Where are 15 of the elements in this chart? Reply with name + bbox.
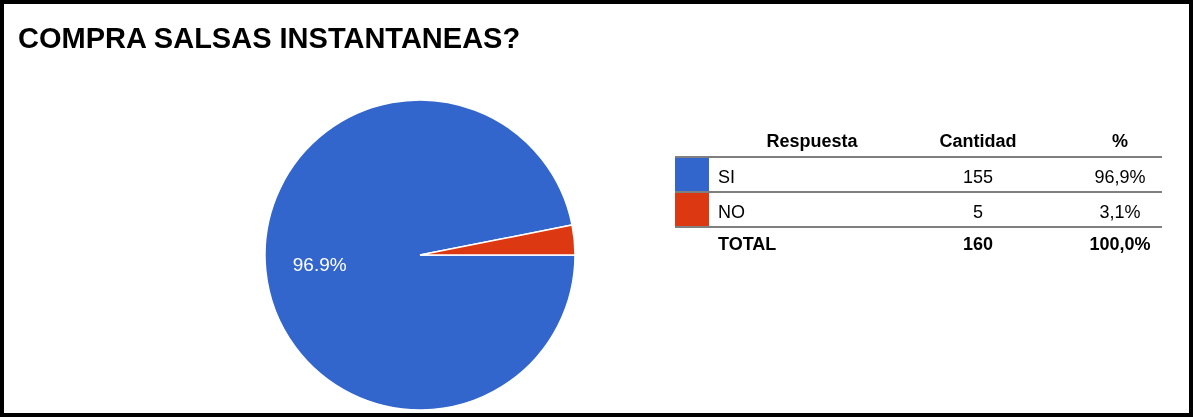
pie-slice: [264, 99, 576, 411]
text: 160: [962, 234, 994, 254]
text: Respuesta: [766, 131, 859, 151]
chart-title: COMPRA SALSAS INSTANTANEAS?: [18, 22, 521, 54]
text: 5: [972, 202, 984, 222]
text: 96,9%: [1094, 167, 1146, 187]
text: 3,1%: [1099, 202, 1141, 222]
legend-label: SI: [718, 167, 736, 187]
text: %: [1111, 131, 1129, 151]
data-label: 96.9%: [292, 253, 347, 275]
text: TOTAL: [718, 234, 777, 254]
text: 155: [962, 167, 994, 187]
text: Cantidad: [939, 131, 1017, 151]
text: 100,0%: [1089, 234, 1151, 254]
legend-label: NO: [718, 202, 745, 222]
